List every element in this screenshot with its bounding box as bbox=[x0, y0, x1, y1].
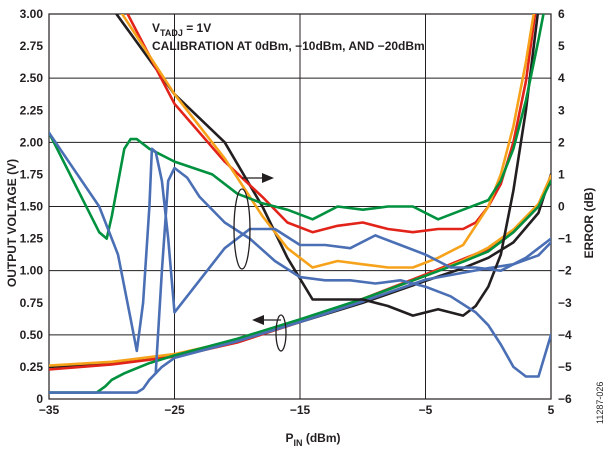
series-line-4 bbox=[49, 179, 551, 394]
y-tick-label: 2.75 bbox=[20, 39, 44, 53]
y-tick-label: 0 bbox=[36, 392, 43, 406]
series-line-5 bbox=[49, 241, 551, 394]
y2-tick-label: −1 bbox=[558, 232, 572, 246]
y2-tick-label: 1 bbox=[558, 167, 565, 181]
series-line-8 bbox=[120, 14, 535, 269]
x-axis-title: PIN (dBm) bbox=[285, 431, 340, 448]
series-line-9 bbox=[49, 14, 545, 240]
y-axis-title: OUTPUT VOLTAGE (V) bbox=[5, 159, 19, 287]
y2-tick-label: −6 bbox=[558, 392, 572, 406]
y-tick-label: 0.50 bbox=[20, 328, 44, 342]
left-axis-ellipse bbox=[275, 314, 287, 352]
grid bbox=[48, 13, 552, 400]
figure-id: 11287-026 bbox=[595, 382, 605, 424]
y2-tick-label: 6 bbox=[558, 7, 565, 21]
left-axis-arrow-head bbox=[252, 315, 264, 325]
y2-tick-label: −2 bbox=[558, 264, 572, 278]
x-tick-label: −35 bbox=[39, 403, 60, 417]
axis-markers bbox=[233, 173, 287, 352]
y2-tick-label: −4 bbox=[558, 328, 572, 342]
y-tick-label: 0.75 bbox=[20, 296, 44, 310]
y-tick-label: 1.50 bbox=[20, 200, 44, 214]
x-tick-label: 5 bbox=[548, 403, 555, 417]
y-tick-label: 2.25 bbox=[20, 103, 44, 117]
series-line-6 bbox=[114, 14, 540, 317]
y2-axis-title: ERROR (dB) bbox=[582, 188, 596, 259]
x-tick-label: −5 bbox=[419, 403, 433, 417]
y2-tick-label: 3 bbox=[558, 103, 565, 117]
y-tick-label: 3.00 bbox=[20, 7, 44, 21]
y2-tick-label: −5 bbox=[558, 360, 572, 374]
y-tick-label: 2.00 bbox=[20, 135, 44, 149]
annotation-vtadj: VTADJ = 1V bbox=[152, 21, 211, 38]
tick-labels: 0 0.25 0.50 0.75 1.00 1.25 1.50 1.75 2.00 2.25 2.5… bbox=[20, 7, 572, 417]
series-line-11 bbox=[154, 166, 551, 378]
series-group bbox=[49, 14, 551, 394]
y2-tick-label: 5 bbox=[558, 39, 565, 53]
annotation-calibration: CALIBRATION AT 0dBm, −10dBm, AND −20dBm bbox=[152, 39, 425, 53]
y-tick-label: 0.25 bbox=[20, 360, 44, 374]
right-axis-arrow-head bbox=[262, 173, 274, 183]
y-tick-label: 1.00 bbox=[20, 264, 44, 278]
y2-tick-label: 0 bbox=[558, 200, 565, 214]
y2-tick-label: −3 bbox=[558, 296, 572, 310]
y-tick-label: 1.75 bbox=[20, 167, 44, 181]
y2-tick-label: 2 bbox=[558, 135, 565, 149]
plot-frame bbox=[48, 13, 552, 400]
y2-tick-label: 4 bbox=[558, 71, 565, 85]
x-tick-label: −15 bbox=[290, 403, 311, 417]
x-tick-label: −25 bbox=[164, 403, 185, 417]
y-tick-label: 1.25 bbox=[20, 232, 44, 246]
series-line-10 bbox=[49, 131, 551, 353]
right-axis-ellipse bbox=[233, 188, 251, 270]
y-tick-label: 2.50 bbox=[20, 71, 44, 85]
